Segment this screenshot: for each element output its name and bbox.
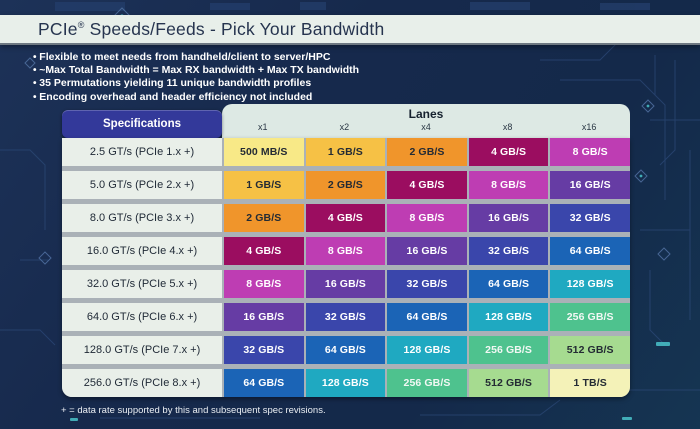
bandwidth-cell: 500 MB/S [224, 138, 304, 166]
bullet-item-4: Encoding overhead and header efficiency … [33, 91, 433, 104]
bandwidth-cell: 256 GB/S [468, 336, 549, 364]
page-title: PCIe® Speeds/Feeds - Pick Your Bandwidth [38, 19, 384, 40]
bandwidth-cell: 16 GB/S [550, 171, 630, 199]
bullet-item-3: 35 Permutations yielding 11 unique bandw… [33, 77, 433, 90]
bullet-item-1: Flexible to meet needs from handheld/cli… [33, 51, 433, 64]
bullet-list: Flexible to meet needs from handheld/cli… [33, 51, 433, 104]
bandwidth-cell: 2 GB/S [224, 204, 304, 232]
bandwidth-cell: 32 GB/S [387, 270, 467, 298]
bandwidth-cell: 4 GB/S [387, 171, 467, 199]
bandwidth-cell: 64 GB/S [387, 303, 467, 331]
lane-column-label-x16: x16 [581, 122, 597, 132]
footnote: + = data rate supported by this and subs… [61, 405, 326, 416]
lane-column-labels: x1 x2 x4 x8 x16 [222, 122, 630, 132]
bandwidth-cell: 4 GB/S [224, 237, 304, 265]
bullet-item-2: ~Max Total Bandwidth = Max RX bandwidth … [33, 64, 433, 77]
title-brand: PCIe [38, 18, 78, 39]
spec-cell: 128.0 GT/s (PCIe 7.x +) [62, 336, 222, 364]
bandwidth-cell: 32 GB/S [468, 237, 549, 265]
bandwidth-cell: 256 GB/S [550, 303, 630, 331]
bandwidth-cell: 512 GB/S [550, 336, 630, 364]
lane-column-label-x2: x2 [339, 122, 350, 132]
registered-trademark-symbol: ® [77, 19, 85, 30]
bandwidth-cell: 16 GB/S [468, 204, 549, 232]
bandwidth-cell: 32 GB/S [305, 303, 386, 331]
bandwidth-cell: 8 GB/S [468, 171, 549, 199]
spec-cell: 8.0 GT/s (PCIe 3.x +) [62, 204, 222, 232]
bandwidth-cell: 8 GB/S [550, 138, 630, 166]
bandwidth-cell: 1 GB/S [305, 138, 386, 166]
bandwidth-cell: 8 GB/S [224, 270, 304, 298]
lanes-header: Lanes [408, 107, 444, 121]
spec-cell: 2.5 GT/s (PCIe 1.x +) [62, 138, 222, 166]
bandwidth-cell: 32 GB/S [550, 204, 630, 232]
bandwidth-cell: 16 GB/S [305, 270, 386, 298]
lane-column-label-x8: x8 [502, 122, 513, 132]
bandwidth-cell: 128 GB/S [550, 270, 630, 298]
bandwidth-cell: 32 GB/S [224, 336, 304, 364]
lanes-header-panel: Lanes x1 x2 x4 x8 x16 [222, 104, 630, 138]
spec-cell: 32.0 GT/s (PCIe 5.x +) [62, 270, 222, 298]
bandwidth-cell: 8 GB/S [305, 237, 386, 265]
table-body: 2.5 GT/s (PCIe 1.x +) 500 MB/S 1 GB/S 2 GB/… [62, 138, 630, 397]
title-band: PCIe® Speeds/Feeds - Pick Your Bandwidth [0, 15, 700, 45]
bandwidth-cell: 64 GB/S [550, 237, 630, 265]
bandwidth-cell: 64 GB/S [305, 336, 386, 364]
spec-cell: 16.0 GT/s (PCIe 4.x +) [62, 237, 222, 265]
bandwidth-cell: 1 TB/S [550, 369, 630, 397]
bandwidth-cell: 64 GB/S [224, 369, 304, 397]
bandwidth-cell: 16 GB/S [224, 303, 304, 331]
bandwidth-cell: 8 GB/S [387, 204, 467, 232]
bandwidth-cell: 128 GB/S [468, 303, 549, 331]
lane-column-label-x1: x1 [258, 122, 268, 132]
lane-column-label-x4: x4 [421, 122, 431, 132]
bandwidth-cell: 256 GB/S [387, 369, 467, 397]
bandwidth-cell: 16 GB/S [387, 237, 467, 265]
bandwidth-cell: 2 GB/S [305, 171, 386, 199]
spec-cell: 64.0 GT/s (PCIe 6.x +) [62, 303, 222, 331]
bandwidth-cell: 128 GB/S [305, 369, 386, 397]
bandwidth-cell: 2 GB/S [387, 138, 467, 166]
spec-cell: 256.0 GT/s (PCIe 8.x +) [62, 369, 222, 397]
specifications-header: Specifications [62, 110, 222, 138]
bandwidth-cell: 1 GB/S [224, 171, 304, 199]
bandwidth-cell: 512 GB/S [468, 369, 549, 397]
bandwidth-cell: 4 GB/S [305, 204, 386, 232]
title-rest: Speeds/Feeds - Pick Your Bandwidth [84, 18, 385, 39]
bandwidth-cell: 128 GB/S [387, 336, 467, 364]
spec-cell: 5.0 GT/s (PCIe 2.x +) [62, 171, 222, 199]
bandwidth-cell: 4 GB/S [468, 138, 549, 166]
bandwidth-cell: 64 GB/S [468, 270, 549, 298]
